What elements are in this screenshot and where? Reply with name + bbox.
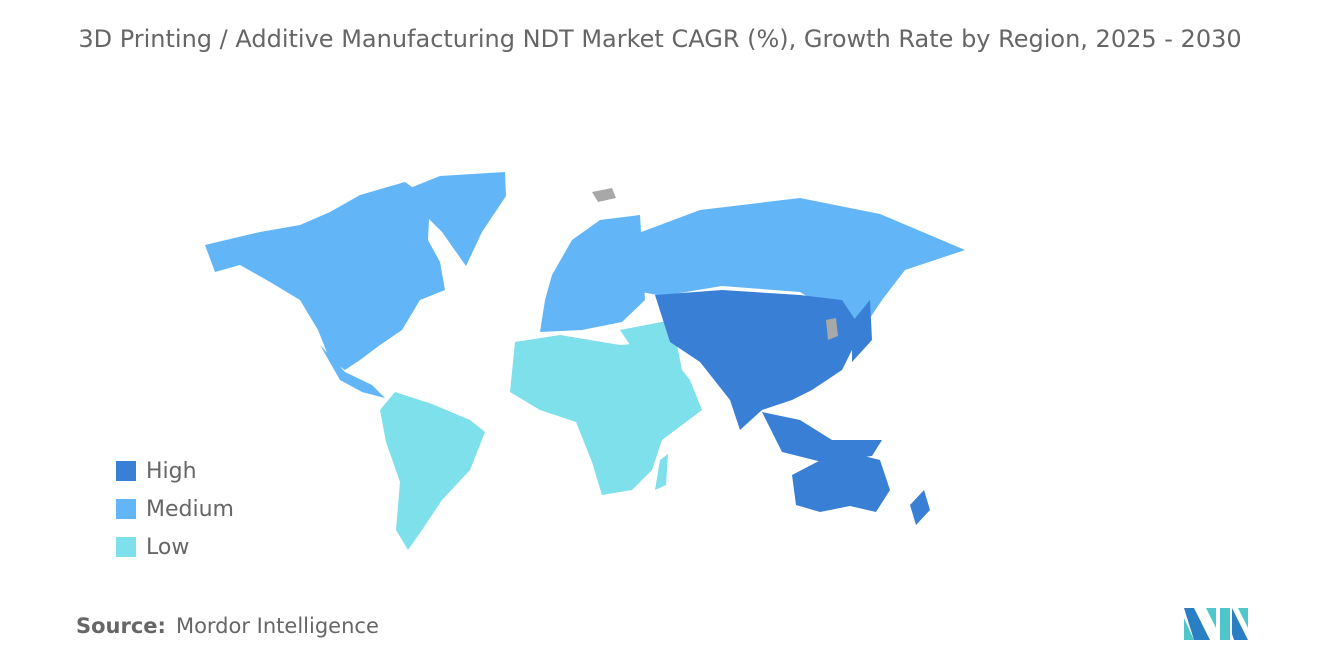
region-japan bbox=[852, 300, 872, 362]
legend-label: Medium bbox=[146, 496, 234, 522]
chart-title: 3D Printing / Additive Manufacturing NDT… bbox=[78, 25, 1242, 53]
legend-swatch-high bbox=[116, 461, 136, 481]
region-no-data-korea bbox=[826, 318, 838, 340]
legend-item-low: Low bbox=[116, 528, 234, 566]
source-note: Source: Mordor Intelligence bbox=[76, 614, 379, 638]
legend-label: Low bbox=[146, 534, 190, 560]
region-southeast-asia-islands bbox=[762, 412, 882, 462]
region-australia bbox=[792, 450, 890, 512]
source-value: Mordor Intelligence bbox=[175, 614, 379, 638]
region-asia bbox=[655, 290, 862, 430]
region-no-data-svalbard bbox=[592, 188, 616, 202]
legend: High Medium Low bbox=[116, 452, 234, 566]
region-north-america bbox=[205, 182, 445, 370]
legend-item-high: High bbox=[116, 452, 234, 490]
legend-swatch-low bbox=[116, 537, 136, 557]
region-south-america bbox=[380, 392, 485, 550]
region-new-zealand bbox=[910, 490, 930, 525]
region-europe bbox=[540, 215, 645, 332]
region-madagascar bbox=[655, 454, 668, 490]
region-central-america bbox=[320, 345, 385, 398]
source-label: Source: bbox=[76, 614, 166, 638]
mordor-intelligence-logo bbox=[1184, 608, 1248, 640]
region-russia bbox=[620, 198, 965, 330]
legend-item-medium: Medium bbox=[116, 490, 234, 528]
legend-label: High bbox=[146, 458, 197, 484]
legend-swatch-medium bbox=[116, 499, 136, 519]
region-middle-east bbox=[620, 320, 682, 396]
region-greenland bbox=[405, 172, 506, 266]
